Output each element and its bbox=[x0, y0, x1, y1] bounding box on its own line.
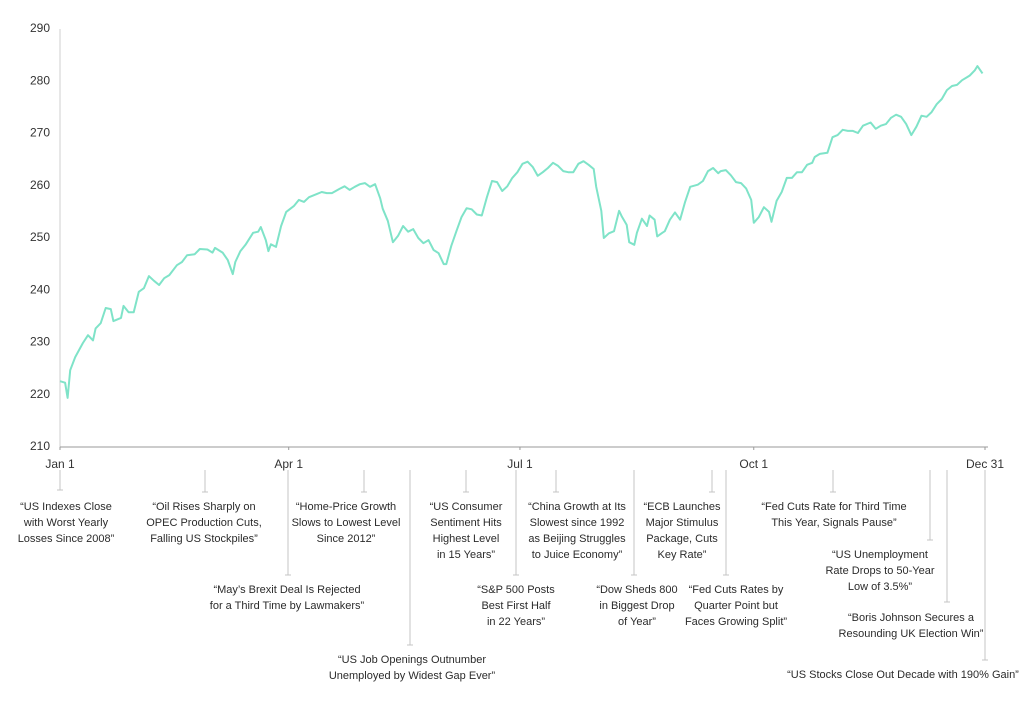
y-tick-label: 240 bbox=[30, 282, 50, 296]
annotation-text: “Fed Cuts Rate for Third Time bbox=[761, 501, 906, 513]
annotation-text: Quarter Point but bbox=[694, 600, 778, 612]
annotation-text: Highest Level bbox=[433, 533, 500, 545]
annotation-text: with Worst Yearly bbox=[23, 517, 109, 529]
annotation-text: Losses Since 2008” bbox=[18, 533, 115, 545]
x-tick-label: Dec 31 bbox=[966, 457, 1004, 471]
y-tick-label: 250 bbox=[30, 230, 50, 244]
annotation-text: “US Unemployment bbox=[832, 549, 928, 561]
annotation-text: “US Job Openings Outnumber bbox=[338, 654, 486, 666]
x-tick-label: Jan 1 bbox=[45, 457, 75, 471]
annotation-text: to Juice Economy” bbox=[532, 549, 623, 561]
annotation-text: Sentiment Hits bbox=[430, 517, 502, 529]
y-tick-label: 260 bbox=[30, 178, 50, 192]
annotation-text: “US Consumer bbox=[430, 501, 503, 513]
annotation-text: “China Growth at Its bbox=[528, 501, 626, 513]
annotation-text: Unemployed by Widest Gap Ever” bbox=[329, 670, 496, 682]
y-tick-label: 280 bbox=[30, 73, 50, 87]
y-tick-label: 290 bbox=[30, 21, 50, 35]
annotation-text: in 15 Years” bbox=[437, 549, 495, 561]
annotation-text: Package, Cuts bbox=[646, 533, 718, 545]
annotation-text: Best First Half bbox=[481, 600, 551, 612]
x-tick-label: Apr 1 bbox=[274, 457, 303, 471]
annotation-text: Since 2012” bbox=[317, 533, 376, 545]
annotation-text: Major Stimulus bbox=[646, 517, 719, 529]
y-tick-label: 230 bbox=[30, 335, 50, 349]
price-line bbox=[59, 65, 984, 399]
annotation-text: This Year, Signals Pause” bbox=[771, 517, 897, 529]
y-tick-label: 220 bbox=[30, 387, 50, 401]
y-tick-label: 270 bbox=[30, 126, 50, 140]
annotation-text: “US Indexes Close bbox=[20, 501, 112, 513]
annotation-text: “May’s Brexit Deal Is Rejected bbox=[213, 584, 360, 596]
x-tick-label: Oct 1 bbox=[739, 457, 768, 471]
annotation-text: for a Third Time by Lawmakers” bbox=[210, 600, 365, 612]
annotation-text: Key Rate” bbox=[658, 549, 707, 561]
annotation-text: “ECB Launches bbox=[643, 501, 721, 513]
annotation-text: in 22 Years” bbox=[487, 616, 545, 628]
annotation-text: “S&P 500 Posts bbox=[477, 584, 555, 596]
annotation-text: “Dow Sheds 800 bbox=[596, 584, 677, 596]
annotation-text: in Biggest Drop bbox=[599, 600, 674, 612]
annotation-text: Slowest since 1992 bbox=[530, 517, 625, 529]
annotation-text: “US Stocks Close Out Decade with 190% Ga… bbox=[787, 669, 1019, 681]
annotation-text: Rate Drops to 50-Year bbox=[825, 565, 934, 577]
annotation-text: “Home-Price Growth bbox=[296, 501, 396, 513]
annotation-text: Faces Growing Split” bbox=[685, 616, 787, 628]
annotation-text: Resounding UK Election Win” bbox=[839, 628, 984, 640]
annotation-text: “Fed Cuts Rates by bbox=[689, 584, 784, 596]
annotation-text: Low of 3.5%” bbox=[848, 581, 913, 593]
y-tick-label: 210 bbox=[30, 439, 50, 453]
annotation-text: OPEC Production Cuts, bbox=[146, 517, 262, 529]
x-tick-label: Jul 1 bbox=[507, 457, 533, 471]
annotation-text: “Oil Rises Sharply on bbox=[152, 501, 255, 513]
annotation-text: as Beijing Struggles bbox=[528, 533, 626, 545]
annotation-text: Falling US Stockpiles” bbox=[150, 533, 258, 545]
annotation-text: of Year” bbox=[618, 616, 656, 628]
annotation-text: Slows to Lowest Level bbox=[292, 517, 401, 529]
annotation-text: “Boris Johnson Secures a bbox=[848, 612, 975, 624]
